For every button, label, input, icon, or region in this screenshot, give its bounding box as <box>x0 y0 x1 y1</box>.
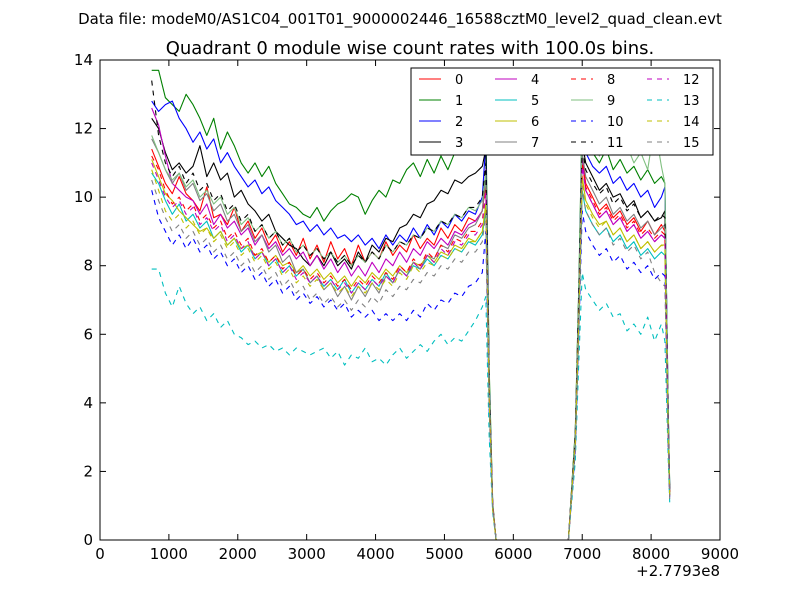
legend-label-4: 4 <box>531 73 539 88</box>
data-file-caption: Data file: modeM0/AS1C04_001T01_90000024… <box>78 10 722 29</box>
legend-label-11: 11 <box>607 136 624 151</box>
series-line-11 <box>151 80 671 541</box>
legend-label-7: 7 <box>531 136 539 151</box>
x-tick-label: 4000 <box>356 545 394 563</box>
y-tick-label: 12 <box>74 120 93 138</box>
legend-label-14: 14 <box>683 115 700 130</box>
legend-label-5: 5 <box>531 94 539 109</box>
series-line-12 <box>151 162 671 541</box>
y-tick-label: 6 <box>83 325 93 343</box>
series-line-7 <box>151 138 671 541</box>
legend-label-12: 12 <box>683 73 700 88</box>
x-offset-label: +2.7793e8 <box>636 562 720 580</box>
x-tick-label: 6000 <box>494 545 532 563</box>
y-tick-label: 14 <box>74 51 93 69</box>
x-tick-label: 1000 <box>150 545 188 563</box>
x-tick-label: 7000 <box>563 545 601 563</box>
legend-label-2: 2 <box>455 115 463 130</box>
y-tick-label: 2 <box>83 462 93 480</box>
legend-label-9: 9 <box>607 94 615 109</box>
series-line-3 <box>151 117 671 541</box>
legend-label-3: 3 <box>455 136 463 151</box>
legend-label-15: 15 <box>683 136 700 151</box>
plot-frame <box>99 59 721 541</box>
x-tick-label: 2000 <box>219 545 257 563</box>
series-line-5 <box>151 172 671 541</box>
series-line-8 <box>151 155 671 541</box>
x-tick-label: 3000 <box>288 545 326 563</box>
y-tick-label: 10 <box>74 188 93 206</box>
series-line-1 <box>151 69 671 541</box>
y-tick-label: 4 <box>83 394 93 412</box>
x-tick-label: 5000 <box>425 545 463 563</box>
legend-label-1: 1 <box>455 94 463 109</box>
chart-title: Quadrant 0 module wise count rates with … <box>166 38 655 59</box>
y-tick-label: 0 <box>83 531 93 549</box>
x-tick-label: 9000 <box>701 545 739 563</box>
x-tick-label: 0 <box>95 545 105 563</box>
legend-label-10: 10 <box>607 115 624 130</box>
series-line-13 <box>151 268 671 541</box>
axis-layer: 0 1000 2000 3000 4000 5000 6000 7000 8000 9000 0 2 4… <box>74 51 739 563</box>
legend-label-0: 0 <box>455 73 463 88</box>
x-tick-label: 8000 <box>632 545 670 563</box>
series-line-10 <box>151 190 671 541</box>
y-tick-label: 8 <box>83 257 93 275</box>
series-line-2 <box>151 100 671 541</box>
legend-frame <box>410 67 714 156</box>
legend-label-6: 6 <box>531 115 539 130</box>
legend-label-13: 13 <box>683 94 700 109</box>
legend-label-8: 8 <box>607 73 615 88</box>
series-line-15 <box>151 179 671 541</box>
